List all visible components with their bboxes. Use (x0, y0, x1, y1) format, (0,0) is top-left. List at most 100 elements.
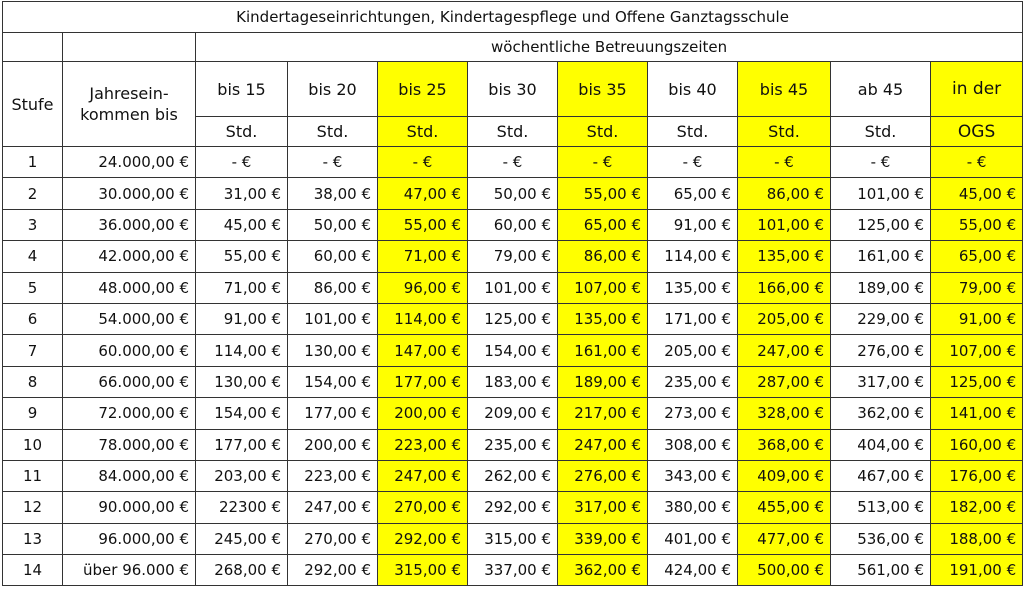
table-row: Std. Std. Std. Std. Std. Std. Std. Std. OGS (3, 116, 1024, 147)
column-unit: Std. (287, 116, 378, 147)
fee-cell: 424,00 € (647, 554, 738, 587)
fee-cell: 141,00 € (929, 397, 1024, 430)
fee-cell: - € (737, 145, 831, 179)
fee-cell: 182,00 € (929, 491, 1024, 524)
fee-cell: 287,00 € (737, 365, 831, 399)
fee-cell: 130,00 € (287, 334, 378, 367)
column-header: bis 20 (287, 61, 378, 117)
stufe-cell: 9 (2, 397, 63, 430)
table-row: 9 72.000,00 €154,00 €177,00 €200,00 €209,… (2, 397, 1024, 430)
fee-cell: - € (287, 145, 378, 179)
fee-cell: 362,00 € (557, 554, 648, 587)
income-cell: 66.000,00 € (62, 365, 196, 399)
fee-cell: - € (830, 145, 931, 179)
fee-cell: 60,00 € (467, 208, 558, 242)
fee-cell: 60,00 € (287, 240, 378, 273)
fee-cell: 71,00 € (377, 240, 468, 273)
column-unit: Std. (737, 116, 831, 147)
fee-cell: 177,00 € (195, 428, 288, 461)
fee-cell: 154,00 € (195, 397, 288, 430)
fee-cell: 86,00 € (737, 177, 831, 210)
fee-cell: 147,00 € (377, 334, 468, 367)
income-cell: 54.000,00 € (62, 302, 196, 336)
fee-cell: 91,00 € (647, 208, 738, 242)
fee-cell: 161,00 € (830, 240, 931, 273)
fee-cell: 362,00 € (830, 397, 931, 430)
income-cell: 30.000,00 € (62, 177, 196, 210)
fee-cell: 101,00 € (287, 302, 378, 336)
fee-cell: 315,00 € (377, 554, 468, 587)
stufe-cell: 1 (2, 145, 63, 179)
income-header: Jahresein-kommen bis (62, 61, 196, 147)
fee-cell: 203,00 € (195, 459, 288, 493)
fee-cell: 71,00 € (195, 271, 288, 304)
income-cell: 48.000,00 € (62, 271, 196, 304)
fee-cell: 270,00 € (377, 491, 468, 524)
column-unit: Std. (830, 116, 931, 147)
income-cell: 24.000,00 € (62, 145, 196, 179)
empty-cell (62, 32, 196, 62)
fee-cell: 65,00 € (557, 208, 648, 242)
fee-cell: 135,00 € (737, 240, 831, 273)
fee-cell: 188,00 € (929, 522, 1024, 556)
table-row: 11 84.000,00 €203,00 €223,00 €247,00 €262… (2, 459, 1024, 493)
fee-cell: 276,00 € (830, 334, 931, 367)
fee-cell: - € (647, 145, 738, 179)
fee-cell: - € (929, 145, 1024, 179)
fee-cell: 455,00 € (737, 491, 831, 524)
fee-cell: 79,00 € (467, 240, 558, 273)
table-row: 8 66.000,00 €130,00 €154,00 €177,00 €183,… (2, 365, 1024, 399)
fee-cell: 223,00 € (377, 428, 468, 461)
column-header: bis 25 (377, 61, 468, 117)
fee-cell: 177,00 € (287, 397, 378, 430)
fee-cell: 114,00 € (195, 334, 288, 367)
fee-cell: 31,00 € (195, 177, 288, 210)
fee-cell: 50,00 € (287, 208, 378, 242)
fee-cell: 154,00 € (287, 365, 378, 399)
fee-cell: 38,00 € (287, 177, 378, 210)
fee-cell: 513,00 € (830, 491, 931, 524)
fee-cell: 55,00 € (195, 240, 288, 273)
stufe-cell: 7 (2, 334, 63, 367)
column-unit: Std. (647, 116, 738, 147)
fee-cell: 343,00 € (647, 459, 738, 493)
table-row: wöchentliche Betreuungszeiten (2, 32, 1024, 62)
table-row: 7 60.000,00 €114,00 €130,00 €147,00 €154,… (2, 334, 1024, 367)
fee-cell: 401,00 € (647, 522, 738, 556)
fee-cell: 45,00 € (929, 177, 1024, 210)
fee-cell: 292,00 € (377, 522, 468, 556)
fee-cell: 166,00 € (737, 271, 831, 304)
table-row: 5 48.000,00 €71,00 €86,00 €96,00 €101,00 … (2, 271, 1024, 304)
fee-cell: 205,00 € (737, 302, 831, 336)
table-row: 4 42.000,00 €55,00 €60,00 €71,00 €79,00 €… (2, 240, 1024, 273)
income-cell: 36.000,00 € (62, 208, 196, 242)
column-header: bis 35 (557, 61, 648, 117)
fee-cell: 161,00 € (557, 334, 648, 367)
fee-cell: 91,00 € (195, 302, 288, 336)
fee-cell: 50,00 € (467, 177, 558, 210)
fee-cell: 101,00 € (467, 271, 558, 304)
fee-cell: 101,00 € (737, 208, 831, 242)
fee-cell: 337,00 € (467, 554, 558, 587)
fee-cell: 55,00 € (929, 208, 1024, 242)
fee-cell: 339,00 € (557, 522, 648, 556)
fee-cell: 270,00 € (287, 522, 378, 556)
stufe-cell: 11 (2, 459, 63, 493)
income-cell: 96.000,00 € (62, 522, 196, 556)
fee-cell: 86,00 € (287, 271, 378, 304)
table-title: Kindertageseinrichtungen, Kindertagespfl… (1, 1, 1024, 33)
fee-cell: 45,00 € (195, 208, 288, 242)
column-unit: Std. (377, 116, 468, 147)
stufe-cell: 5 (2, 271, 63, 304)
stufe-cell: 10 (2, 428, 63, 461)
fee-cell: 205,00 € (647, 334, 738, 367)
column-header: ab 45 (830, 61, 931, 117)
column-unit: Std. (467, 116, 558, 147)
table-row: 13 96.000,00 €245,00 €270,00 €292,00 €315… (2, 522, 1024, 556)
income-cell: über 96.000 € (62, 554, 196, 587)
fee-cell: 223,00 € (287, 459, 378, 493)
fee-cell: 96,00 € (377, 271, 468, 304)
